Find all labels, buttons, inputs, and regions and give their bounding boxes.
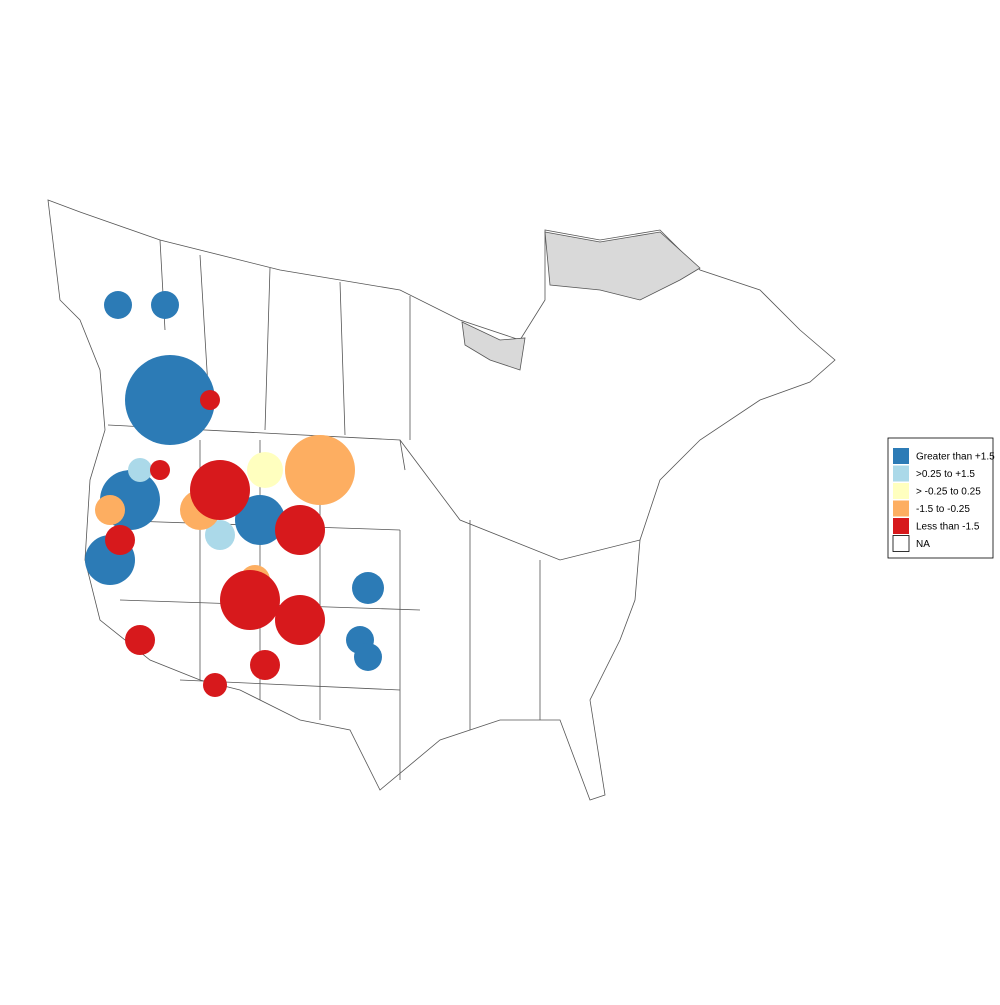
patch (203, 673, 227, 697)
patch (220, 570, 280, 630)
legend-label: >0.25 to +1.5 (916, 469, 975, 480)
na-region (461, 321, 526, 371)
patch (151, 291, 179, 319)
legend-swatch (892, 535, 910, 552)
patch (125, 625, 155, 655)
border (159, 239, 411, 440)
patch (247, 452, 283, 488)
legend-swatch (893, 483, 909, 499)
patch (128, 458, 152, 482)
patches (85, 291, 384, 697)
patch (190, 460, 250, 520)
continent-outline (47, 199, 836, 801)
legend-label: > -0.25 to 0.25 (916, 487, 981, 498)
legend-label: Less than -1.5 (916, 522, 980, 533)
legend-swatch (893, 448, 909, 464)
patch (150, 460, 170, 480)
patch (200, 390, 220, 410)
patch (105, 525, 135, 555)
legend: Greater than +1.5 >0.25 to +1.5 > -0.25 to… (892, 448, 995, 552)
legend-label: -1.5 to -0.25 (916, 504, 970, 515)
legend-label: Greater than +1.5 (916, 452, 995, 463)
patch (95, 495, 125, 525)
patch (275, 595, 325, 645)
patch (125, 355, 215, 445)
patch (250, 650, 280, 680)
patch (275, 505, 325, 555)
legend-swatch (893, 518, 909, 534)
legend-swatch (893, 500, 909, 517)
patch (352, 572, 384, 604)
legend-swatch (893, 465, 909, 482)
legend-label: NA (916, 539, 930, 550)
patch (285, 435, 355, 505)
na-region (544, 231, 701, 301)
patch (235, 495, 285, 545)
patch (354, 643, 382, 671)
patch (104, 291, 132, 319)
patch (205, 520, 235, 550)
